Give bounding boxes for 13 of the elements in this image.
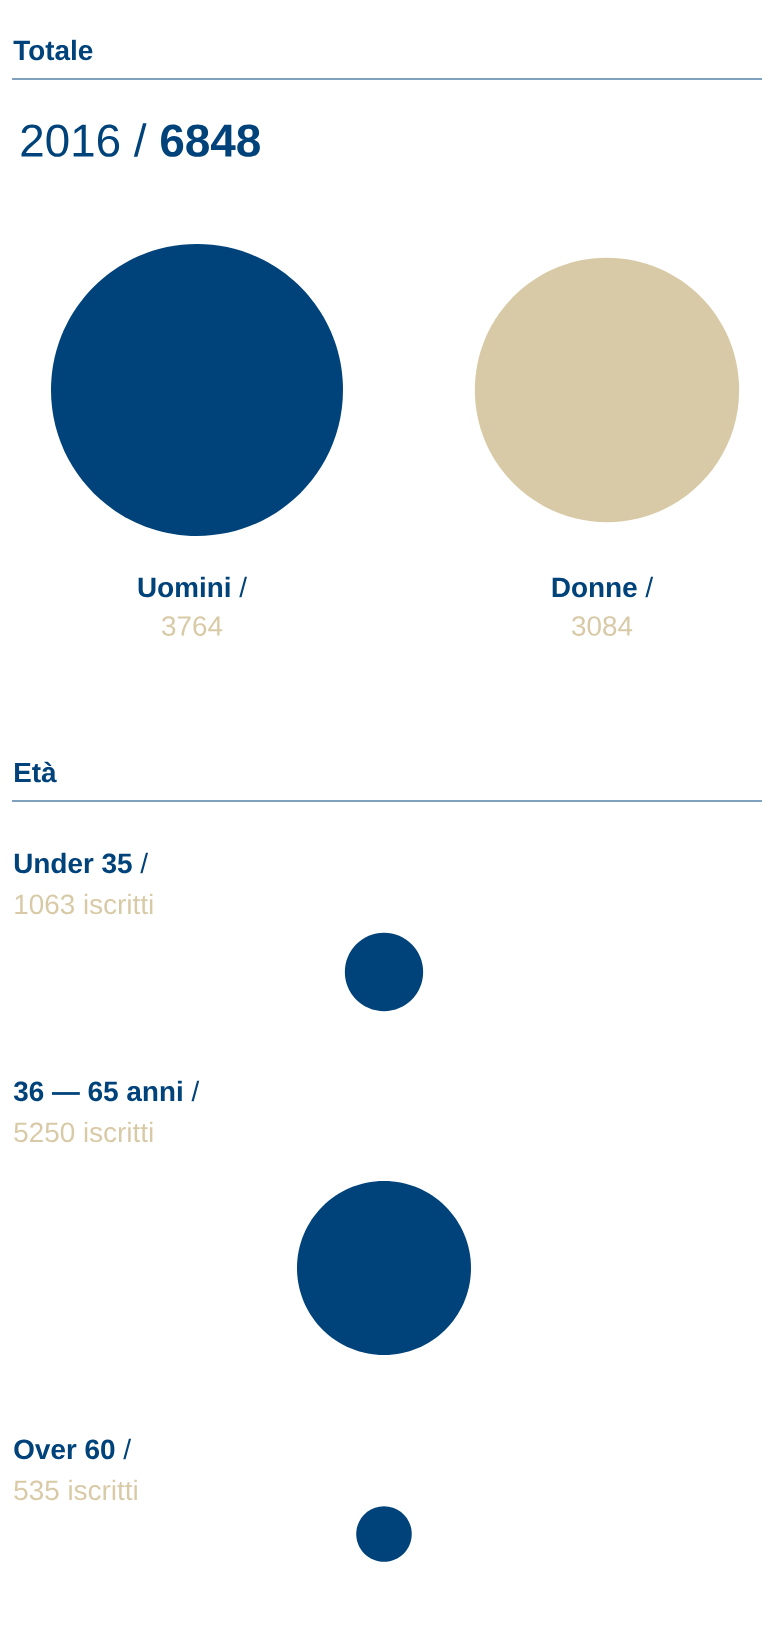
- text: 2016 / 6848: [21, 123, 260, 157]
- category-label: Uomini /: [138, 576, 248, 598]
- data-label: 1063 iscritti: [15, 893, 153, 915]
- category-label: Over 60 /: [14, 1438, 132, 1460]
- data-label: 3764: [162, 616, 223, 636]
- text: Età: [15, 761, 57, 783]
- data-label: 5250 iscritti: [14, 1121, 153, 1143]
- data-label: 3084: [572, 616, 633, 636]
- data-label: 535 iscritti: [14, 1479, 137, 1501]
- text: Totale: [13, 39, 93, 61]
- category-label: Donne /: [552, 576, 654, 598]
- category-label: 36 — 65 anni /: [13, 1080, 200, 1102]
- category-label: Under 35 /: [14, 852, 149, 874]
